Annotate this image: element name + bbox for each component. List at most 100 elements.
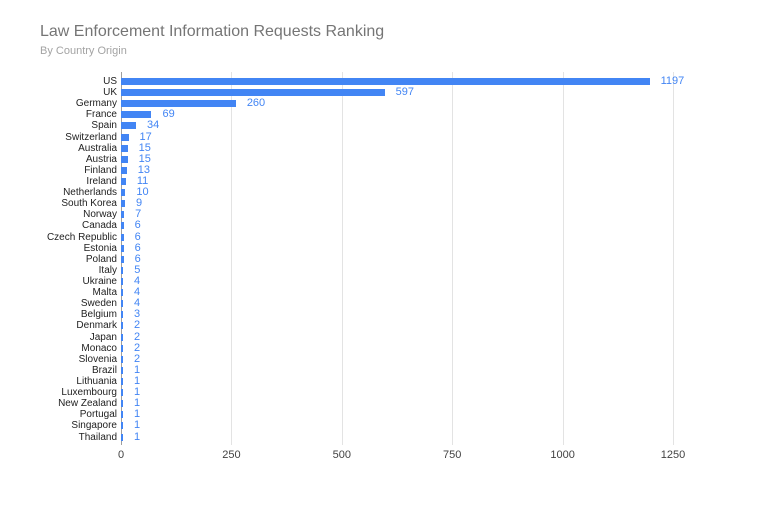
gridline: [341, 72, 343, 445]
bar: [121, 300, 123, 308]
value-label: 1: [134, 374, 141, 387]
chart-row: Denmark 2: [0, 320, 769, 332]
bar: [121, 111, 152, 119]
bar-track: 9: [121, 198, 769, 209]
bar-track: 69: [121, 109, 769, 120]
category-label: Thailand: [78, 431, 117, 443]
category-label: Brazil: [91, 364, 117, 376]
category-label: Japan: [89, 331, 117, 343]
chart-row: Thailand 1: [0, 431, 769, 443]
chart-row: UK 597: [0, 86, 769, 99]
bar: [121, 433, 123, 441]
value-label: 1: [134, 419, 141, 432]
bar-track: 1: [121, 420, 769, 431]
bar: [121, 89, 385, 97]
value-label: 2: [134, 352, 141, 365]
x-axis: 0 250 500 750 1000 1250: [118, 449, 685, 463]
bar-track: 1: [121, 398, 769, 409]
bar-track: 5: [121, 264, 769, 276]
category-label: Poland: [85, 253, 117, 265]
value-label: 6: [134, 219, 141, 232]
bar-track: 4: [121, 286, 769, 298]
value-label: 7: [135, 208, 142, 221]
category-label: Canada: [81, 220, 117, 232]
bar-track: 15: [121, 153, 769, 165]
bar: [121, 344, 123, 352]
value-label: 10: [136, 186, 149, 199]
category-label: Malta: [92, 287, 117, 299]
bar-track: 6: [121, 241, 769, 254]
category-label: Belgium: [80, 309, 117, 321]
chart-row: France 69: [0, 109, 769, 121]
chart-row: New Zealand 1: [0, 398, 769, 410]
category-label: Denmark: [76, 320, 117, 332]
chart-row: Ireland 11: [0, 175, 769, 187]
category-label: Ukraine: [82, 275, 117, 287]
chart-row: Monaco 2: [0, 342, 769, 354]
chart-row: Brazil 1: [0, 364, 769, 376]
chart-row: Norway 7: [0, 208, 769, 221]
bar: [121, 155, 128, 163]
chart-row: South Korea 9: [0, 198, 769, 210]
chart-row: Japan 2: [0, 330, 769, 343]
bar-track: 2: [121, 330, 769, 343]
category-label: Czech Republic: [46, 231, 117, 243]
bar-track: 2: [121, 320, 769, 331]
bar: [121, 411, 123, 419]
bar-track: 1: [121, 374, 769, 387]
bar: [121, 166, 127, 174]
bar: [121, 311, 123, 319]
bar: [121, 289, 123, 297]
category-label: UK: [103, 87, 117, 99]
category-label: Italy: [98, 264, 117, 276]
category-label: South Korea: [61, 198, 117, 210]
value-label: 260: [246, 97, 266, 110]
bar-track: 34: [121, 120, 769, 131]
x-tick-label: 500: [332, 449, 351, 461]
value-label: 2: [134, 330, 141, 343]
chart-row: Switzerland 17: [0, 131, 769, 143]
bar-track: 17: [121, 131, 769, 143]
bar: [121, 266, 124, 274]
bar-track: 6: [121, 220, 769, 231]
category-label: Luxembourg: [61, 387, 117, 399]
chart-row: Sweden 4: [0, 298, 769, 310]
value-label: 69: [162, 108, 175, 121]
bar: [121, 78, 650, 85]
bar-track: 6: [121, 252, 769, 265]
value-label: 6: [134, 252, 141, 265]
category-label: Finland: [84, 164, 117, 176]
value-label: 1197: [660, 75, 685, 87]
chart-row: Belgium 3: [0, 309, 769, 321]
bar-track: 4: [121, 275, 769, 287]
category-label: Netherlands: [63, 187, 117, 199]
bar-track: 2: [121, 342, 769, 354]
chart-row: Netherlands 10: [0, 186, 769, 199]
bar: [121, 366, 123, 374]
bar-track: 11: [121, 175, 769, 187]
bar: [121, 177, 126, 185]
chart-subtitle: By Country Origin: [40, 45, 127, 57]
category-label: Estonia: [83, 242, 117, 254]
value-label: 6: [134, 241, 141, 254]
chart-row: Australia 15: [0, 142, 769, 154]
chart-row: Poland 6: [0, 252, 769, 265]
x-tick-label: 1250: [660, 449, 686, 461]
chart-row: US 1197: [0, 75, 769, 87]
category-label: Monaco: [81, 342, 117, 354]
category-label: Portugal: [79, 409, 117, 421]
category-label: Ireland: [86, 175, 117, 187]
bar: [121, 144, 128, 152]
bar: [121, 100, 236, 108]
chart-row: Spain 34: [0, 120, 769, 132]
category-label: Sweden: [80, 298, 117, 310]
value-label: 9: [135, 197, 143, 210]
chart-row: Lithuania 1: [0, 374, 769, 387]
category-label: Australia: [78, 142, 117, 154]
bar-track: 6: [121, 231, 769, 243]
chart-row: Canada 6: [0, 220, 769, 232]
bar-track: 597: [121, 86, 769, 98]
chart-row: Finland 13: [0, 164, 769, 176]
bar-track: 13: [121, 164, 769, 176]
